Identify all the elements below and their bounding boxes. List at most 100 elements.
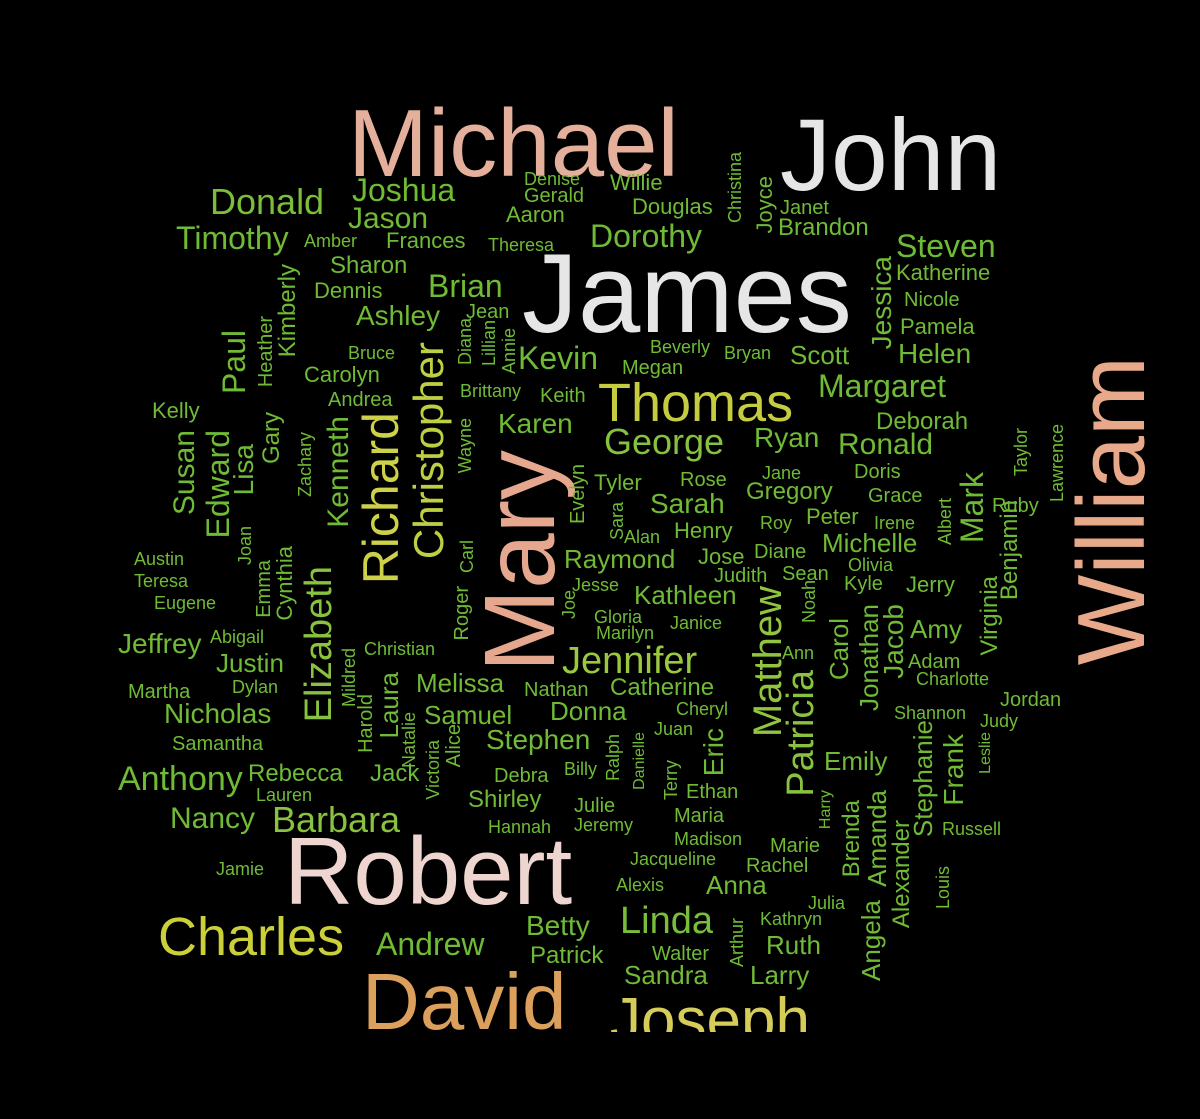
word-samantha: Samantha bbox=[172, 733, 264, 755]
word-annie: Annie bbox=[499, 328, 519, 375]
word-lillian: Lillian bbox=[479, 320, 499, 367]
word-terry: Terry bbox=[661, 760, 681, 800]
word-evelyn: Evelyn bbox=[567, 464, 589, 525]
word-christina: Christina bbox=[725, 152, 745, 224]
word-billy: Billy bbox=[564, 759, 598, 779]
word-joe: Joe bbox=[559, 590, 579, 620]
word-william: William bbox=[1058, 356, 1165, 666]
word-taylor: Taylor bbox=[1011, 428, 1031, 477]
word-tyler: Tyler bbox=[594, 470, 642, 495]
word-keith: Keith bbox=[540, 385, 586, 407]
word-cloud-area: Michael John James William Mary Robert David Jo… bbox=[118, 96, 1165, 1033]
word-nathan: Nathan bbox=[524, 679, 589, 701]
word-kyle: Kyle bbox=[844, 573, 883, 595]
word-lisa: Lisa bbox=[228, 444, 259, 496]
word-brittany: Brittany bbox=[460, 381, 522, 401]
word-alice: Alice bbox=[443, 724, 465, 768]
word-janet: Janet bbox=[780, 197, 829, 219]
word-michelle: Michelle bbox=[822, 528, 918, 558]
word-amber: Amber bbox=[304, 231, 358, 251]
word-ethan: Ethan bbox=[686, 781, 739, 803]
word-theresa: Theresa bbox=[488, 235, 555, 255]
word-noah: Noah bbox=[799, 580, 819, 624]
word-carol: Carol bbox=[824, 618, 854, 681]
word-austin: Austin bbox=[134, 549, 185, 569]
word-scott: Scott bbox=[790, 340, 850, 370]
word-sean: Sean bbox=[782, 563, 829, 585]
word-jose: Jose bbox=[698, 544, 745, 569]
word-sandra: Sandra bbox=[624, 960, 708, 990]
word-betty: Betty bbox=[526, 910, 590, 941]
word-carl: Carl bbox=[457, 540, 477, 574]
word-cheryl: Cheryl bbox=[676, 699, 729, 719]
word-margaret: Margaret bbox=[818, 368, 947, 404]
word-kevin: Kevin bbox=[518, 340, 599, 376]
word-marilyn: Marilyn bbox=[596, 623, 655, 643]
word-dylan: Dylan bbox=[232, 677, 279, 697]
word-richard: Richard bbox=[353, 412, 409, 585]
word-henry: Henry bbox=[674, 518, 733, 543]
word-brandon: Brandon bbox=[778, 214, 869, 241]
word-irene: Irene bbox=[874, 513, 916, 533]
word-nicholas: Nicholas bbox=[164, 698, 272, 729]
word-peter: Peter bbox=[806, 504, 859, 529]
word-emma: Emma bbox=[253, 560, 275, 618]
word-pamela: Pamela bbox=[900, 314, 975, 339]
word-karen: Karen bbox=[498, 408, 573, 439]
word-rebecca: Rebecca bbox=[248, 760, 343, 787]
word-madison: Madison bbox=[674, 829, 743, 849]
word-olivia: Olivia bbox=[848, 555, 894, 575]
word-bryan: Bryan bbox=[724, 343, 772, 363]
word-timothy: Timothy bbox=[176, 220, 289, 256]
word-arthur: Arthur bbox=[727, 918, 747, 968]
word-elizabeth: Elizabeth bbox=[298, 566, 340, 723]
word-jeffrey: Jeffrey bbox=[118, 628, 202, 659]
word-harry: Harry bbox=[817, 790, 834, 830]
word-jane: Jane bbox=[762, 463, 802, 483]
word-teresa: Teresa bbox=[134, 571, 189, 591]
word-patrick: Patrick bbox=[530, 942, 604, 969]
word-roy: Roy bbox=[760, 513, 793, 533]
word-kelly: Kelly bbox=[152, 398, 200, 423]
word-cynthia: Cynthia bbox=[272, 546, 297, 621]
word-patricia: Patricia bbox=[780, 670, 822, 797]
word-diane: Diane bbox=[754, 541, 807, 563]
word-lauren: Lauren bbox=[256, 785, 313, 805]
word-kenneth: Kenneth bbox=[322, 416, 355, 528]
word-gloria: Gloria bbox=[594, 607, 643, 627]
word-eric: Eric bbox=[698, 728, 729, 777]
word-christopher: Christopher bbox=[405, 342, 452, 560]
word-alexander: Alexander bbox=[888, 820, 915, 929]
word-angela: Angela bbox=[856, 900, 886, 981]
word-juan: Juan bbox=[654, 719, 694, 739]
word-julie: Julie bbox=[574, 795, 616, 817]
word-shannon: Shannon bbox=[894, 703, 967, 723]
word-dennis: Dennis bbox=[314, 278, 383, 303]
word-natalie: Natalie bbox=[399, 712, 419, 769]
word-wayne: Wayne bbox=[455, 418, 475, 474]
word-jacob: Jacob bbox=[878, 604, 909, 679]
word-jamie: Jamie bbox=[216, 859, 265, 879]
word-jason: Jason bbox=[348, 202, 429, 235]
word-james: James bbox=[522, 231, 852, 356]
word-diana: Diana bbox=[455, 318, 475, 366]
word-joan: Joan bbox=[235, 526, 255, 566]
word-mary: Mary bbox=[464, 450, 576, 673]
word-emily: Emily bbox=[824, 746, 888, 776]
word-joseph: Joseph bbox=[610, 986, 810, 1033]
word-shirley: Shirley bbox=[468, 786, 542, 813]
word-judith: Judith bbox=[714, 565, 768, 587]
word-john: John bbox=[780, 98, 1002, 212]
word-harold: Harold bbox=[355, 694, 377, 753]
word-albert: Albert bbox=[935, 498, 955, 546]
word-sharon: Sharon bbox=[330, 252, 408, 279]
word-hannah: Hannah bbox=[488, 817, 552, 837]
word-douglas: Douglas bbox=[632, 194, 713, 219]
word-judy: Judy bbox=[980, 711, 1019, 731]
word-denise: Denise bbox=[524, 169, 581, 189]
word-joyce: Joyce bbox=[752, 176, 777, 234]
word-thomas: Thomas bbox=[598, 373, 794, 433]
word-frank: Frank bbox=[938, 734, 969, 806]
word-eugene: Eugene bbox=[154, 593, 217, 613]
word-sarah: Sarah bbox=[650, 488, 725, 519]
